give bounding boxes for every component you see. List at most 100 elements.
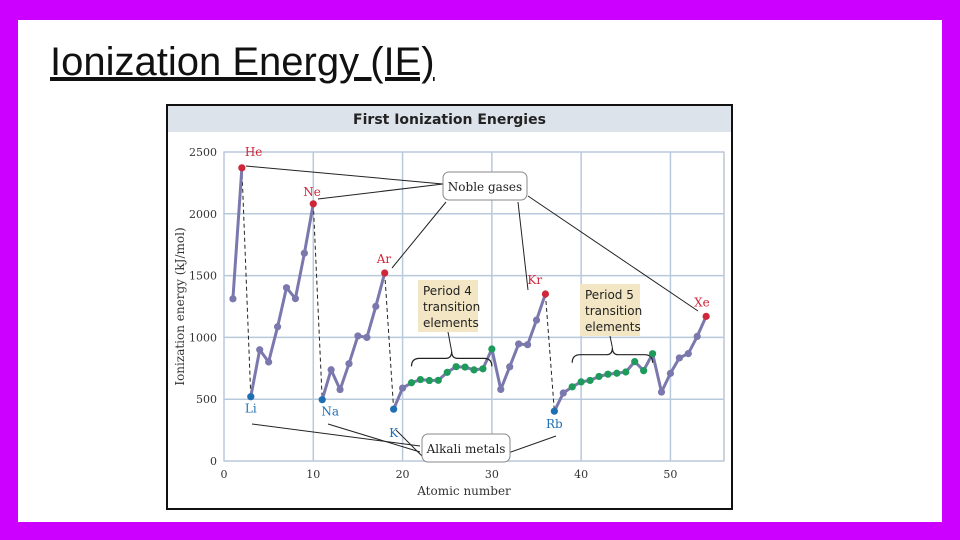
transition-metal-point xyxy=(595,372,603,381)
point-label: Ar xyxy=(376,252,392,266)
y-tick-label: 2500 xyxy=(189,146,217,159)
transition-metal-point xyxy=(586,376,594,385)
period-drop-dashed-line xyxy=(241,167,252,397)
data-point xyxy=(282,284,291,292)
noble-gas-point xyxy=(541,290,550,298)
transition-callout-line: Period 4 xyxy=(423,284,472,298)
chart-title: First Ionization Energies xyxy=(353,112,546,128)
data-point xyxy=(345,360,353,368)
transition-callout-leader xyxy=(447,331,453,352)
noble-gas-point xyxy=(381,269,389,277)
noble-gas-point xyxy=(309,200,317,208)
noble-gas-point xyxy=(702,312,710,320)
data-point xyxy=(693,332,701,341)
noble-gases-leader xyxy=(527,195,699,312)
y-axis-label: Ionization energy (kJ/mol) xyxy=(173,227,187,385)
transition-metal-point xyxy=(443,368,451,376)
transition-callout-box xyxy=(418,280,478,332)
alkali-metal-point xyxy=(318,396,326,404)
x-axis-label: Atomic number xyxy=(416,484,511,498)
data-point xyxy=(363,333,371,341)
point-label: K xyxy=(389,426,399,440)
data-point xyxy=(497,385,505,394)
point-label: Rb xyxy=(546,417,563,431)
transition-metal-point xyxy=(631,358,639,366)
period-drop-dashed-line xyxy=(384,272,395,410)
point-label: He xyxy=(245,145,263,159)
transition-callout-line: elements xyxy=(585,320,641,334)
alkali-metals-leader xyxy=(507,435,557,454)
noble-gases-callout xyxy=(442,171,528,201)
transition-metal-point xyxy=(452,363,460,371)
point-label: Ne xyxy=(303,185,321,199)
point-label: Kr xyxy=(527,273,542,287)
transition-metal-point xyxy=(648,350,657,358)
transition-callout-line: transition xyxy=(423,300,480,314)
transition-metal-point xyxy=(434,376,442,384)
period-drop-dashed-line xyxy=(312,203,323,400)
noble-gases-leader xyxy=(391,201,447,269)
y-tick-label: 0 xyxy=(210,455,217,468)
data-point xyxy=(675,354,683,362)
slide: Ionization Energy (IE) First Ionization … xyxy=(18,20,942,522)
noble-gases-leader xyxy=(317,183,444,200)
data-point xyxy=(666,369,675,377)
noble-gases-leader xyxy=(517,201,529,291)
slide-title: Ionization Energy (IE) xyxy=(50,40,435,84)
transition-metal-point xyxy=(488,345,496,353)
noble-gas-point xyxy=(238,164,246,172)
transition-metal-point xyxy=(568,383,576,391)
transition-callout-box xyxy=(580,284,640,336)
transition-metal-point xyxy=(461,363,469,371)
alkali-metal-point xyxy=(550,407,558,415)
x-tick-label: 50 xyxy=(663,468,677,481)
point-label: Xe xyxy=(694,295,710,309)
data-point xyxy=(515,340,523,348)
point-label: Na xyxy=(321,405,339,419)
data-point xyxy=(336,385,344,394)
transition-callout-leader xyxy=(609,335,613,348)
alkali-metal-point xyxy=(247,393,255,401)
transition-metal-point xyxy=(425,376,433,385)
data-point xyxy=(398,384,407,392)
alkali-metals-leader xyxy=(251,423,421,447)
alkali-metal-point xyxy=(390,405,398,413)
chart-title-bar xyxy=(168,106,731,132)
transition-metal-point xyxy=(416,375,425,384)
alkali-metals-callout-label: Alkali metals xyxy=(426,442,506,456)
data-point xyxy=(532,316,541,324)
y-tick-label: 2000 xyxy=(189,208,217,221)
transition-metal-point xyxy=(407,379,416,387)
ionization-energy-chart: First Ionization Energies050010001500200… xyxy=(168,106,731,498)
transition-metal-point xyxy=(470,366,478,374)
data-point xyxy=(684,349,692,358)
data-point xyxy=(291,294,300,303)
transition-metal-point xyxy=(479,365,487,373)
data-point xyxy=(657,388,666,396)
transition-metal-point xyxy=(622,368,630,376)
transition-metal-point xyxy=(613,369,621,377)
y-tick-label: 500 xyxy=(196,393,217,406)
noble-gases-callout-label: Noble gases xyxy=(448,180,522,194)
x-tick-label: 20 xyxy=(396,468,410,481)
data-point xyxy=(300,249,308,257)
transition-callout-line: Period 5 xyxy=(585,288,634,302)
data-point xyxy=(273,323,282,331)
data-point xyxy=(559,389,567,397)
transition-callout-line: transition xyxy=(585,304,642,318)
x-tick-label: 40 xyxy=(574,468,588,481)
transition-metal-point xyxy=(640,367,648,375)
x-tick-label: 30 xyxy=(485,468,499,481)
noble-gases-leader xyxy=(245,165,444,185)
data-point xyxy=(523,341,532,349)
data-point xyxy=(265,358,273,366)
chart-frame: First Ionization Energies 0 500 1000 1500 200… xyxy=(166,104,733,510)
transition-metal-point xyxy=(604,370,612,378)
alkali-metals-callout xyxy=(421,433,511,463)
x-tick-label: 10 xyxy=(306,468,320,481)
point-label: Li xyxy=(245,402,257,416)
data-point xyxy=(327,366,335,374)
transition-bracket xyxy=(571,347,654,363)
transition-callout-line: elements xyxy=(423,316,479,330)
data-point xyxy=(506,363,514,371)
